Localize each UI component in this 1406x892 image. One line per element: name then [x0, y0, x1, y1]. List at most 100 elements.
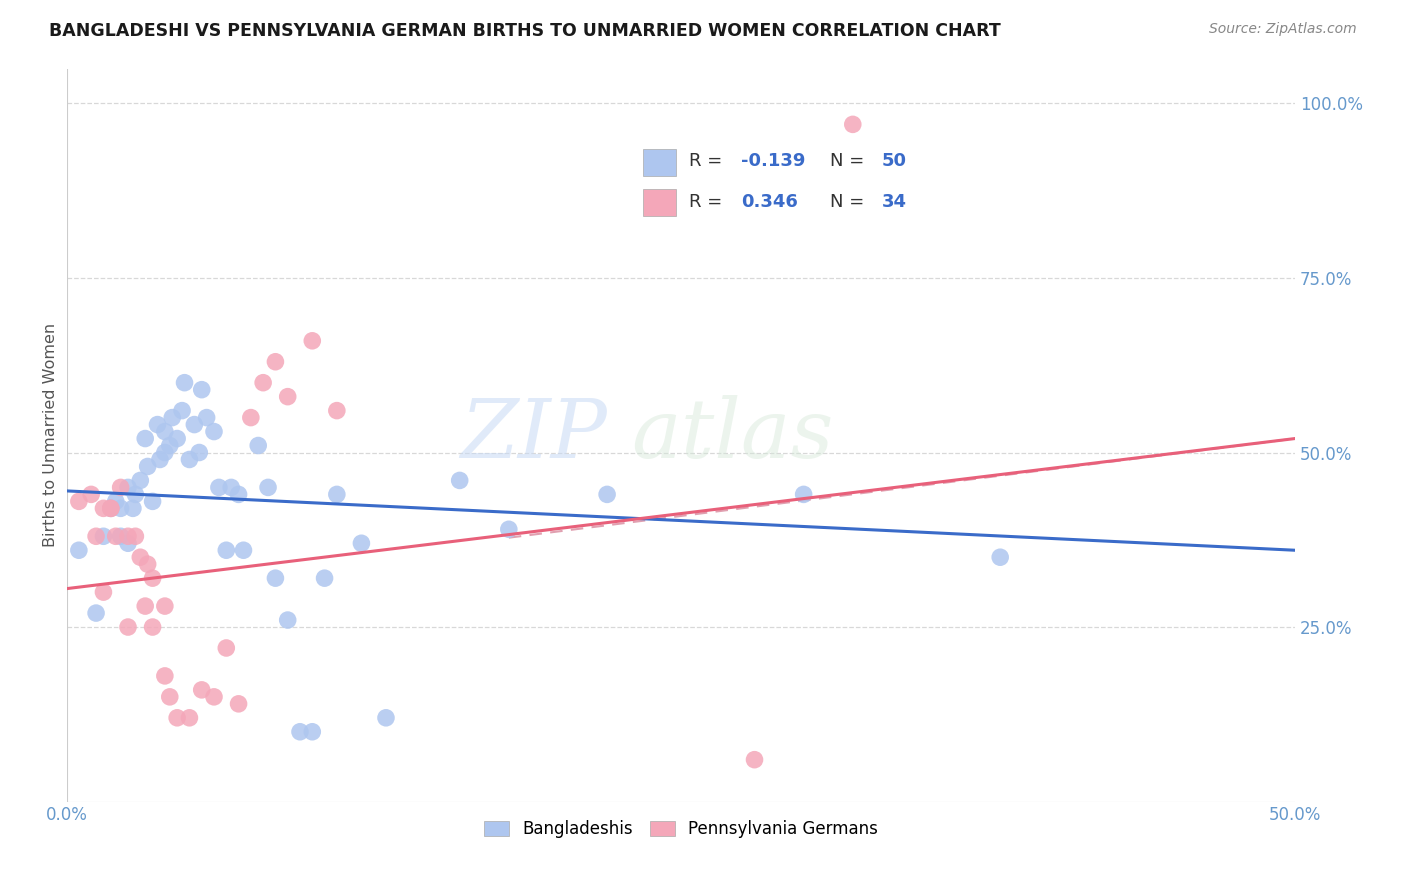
- Point: [67, 543, 90, 558]
- Point: [117, 620, 139, 634]
- Point: [153, 669, 176, 683]
- Text: -0.139: -0.139: [741, 153, 806, 170]
- Point: [117, 480, 139, 494]
- Point: [93, 529, 115, 543]
- Point: [93, 585, 115, 599]
- Point: [104, 494, 127, 508]
- Point: [129, 474, 152, 488]
- FancyBboxPatch shape: [643, 149, 676, 176]
- Point: [326, 487, 349, 501]
- Point: [314, 571, 336, 585]
- Point: [117, 536, 139, 550]
- Point: [110, 480, 132, 494]
- Point: [142, 620, 165, 634]
- Point: [301, 334, 323, 348]
- Point: [142, 494, 165, 508]
- Point: [110, 501, 132, 516]
- Point: [842, 117, 865, 131]
- Point: [110, 529, 132, 543]
- Text: R =: R =: [689, 153, 728, 170]
- Point: [124, 487, 146, 501]
- Point: [129, 550, 152, 565]
- Point: [170, 403, 193, 417]
- Point: [277, 390, 299, 404]
- Point: [153, 425, 176, 439]
- Point: [159, 438, 181, 452]
- Point: [67, 494, 90, 508]
- Point: [190, 682, 212, 697]
- FancyBboxPatch shape: [643, 189, 676, 216]
- Point: [301, 724, 323, 739]
- Point: [93, 501, 115, 516]
- Point: [264, 571, 287, 585]
- Point: [288, 724, 311, 739]
- Point: [153, 599, 176, 613]
- Point: [80, 487, 103, 501]
- Text: 50: 50: [882, 153, 907, 170]
- Text: ZIP: ZIP: [460, 395, 607, 475]
- Point: [162, 410, 184, 425]
- Point: [188, 445, 211, 459]
- Legend: Bangladeshis, Pennsylvania Germans: Bangladeshis, Pennsylvania Germans: [477, 814, 884, 845]
- Text: 34: 34: [882, 193, 907, 211]
- Point: [183, 417, 205, 432]
- Point: [159, 690, 181, 704]
- Point: [122, 501, 145, 516]
- Point: [136, 459, 159, 474]
- Point: [202, 425, 225, 439]
- Point: [195, 410, 218, 425]
- Text: N =: N =: [830, 193, 869, 211]
- Point: [449, 474, 471, 488]
- Point: [179, 711, 201, 725]
- Text: R =: R =: [689, 193, 728, 211]
- Text: BANGLADESHI VS PENNSYLVANIA GERMAN BIRTHS TO UNMARRIED WOMEN CORRELATION CHART: BANGLADESHI VS PENNSYLVANIA GERMAN BIRTH…: [49, 22, 1001, 40]
- Point: [100, 501, 122, 516]
- Point: [498, 522, 520, 536]
- Point: [215, 640, 238, 655]
- Point: [219, 480, 242, 494]
- Text: Source: ZipAtlas.com: Source: ZipAtlas.com: [1209, 22, 1357, 37]
- Text: N =: N =: [830, 153, 869, 170]
- Point: [257, 480, 280, 494]
- Point: [988, 550, 1011, 565]
- Point: [239, 410, 262, 425]
- Point: [124, 529, 146, 543]
- Point: [173, 376, 195, 390]
- Point: [793, 487, 815, 501]
- Point: [117, 529, 139, 543]
- Point: [326, 403, 349, 417]
- Point: [134, 599, 156, 613]
- Text: atlas: atlas: [631, 395, 834, 475]
- Text: 0.346: 0.346: [741, 193, 799, 211]
- Point: [252, 376, 274, 390]
- Point: [744, 753, 766, 767]
- Point: [179, 452, 201, 467]
- Point: [596, 487, 619, 501]
- Point: [100, 501, 122, 516]
- Point: [228, 487, 250, 501]
- Point: [166, 711, 188, 725]
- Point: [190, 383, 212, 397]
- Point: [247, 438, 270, 452]
- Point: [149, 452, 172, 467]
- Point: [104, 529, 127, 543]
- Point: [142, 571, 165, 585]
- Point: [146, 417, 169, 432]
- Point: [208, 480, 231, 494]
- Point: [136, 558, 159, 572]
- Point: [277, 613, 299, 627]
- Point: [100, 501, 122, 516]
- Y-axis label: Births to Unmarried Women: Births to Unmarried Women: [44, 323, 58, 547]
- Point: [84, 606, 107, 620]
- Point: [232, 543, 254, 558]
- Point: [84, 529, 107, 543]
- Point: [350, 536, 373, 550]
- Point: [215, 543, 238, 558]
- Point: [228, 697, 250, 711]
- Point: [264, 355, 287, 369]
- Point: [166, 432, 188, 446]
- Point: [134, 432, 156, 446]
- Point: [375, 711, 398, 725]
- Point: [202, 690, 225, 704]
- Point: [153, 445, 176, 459]
